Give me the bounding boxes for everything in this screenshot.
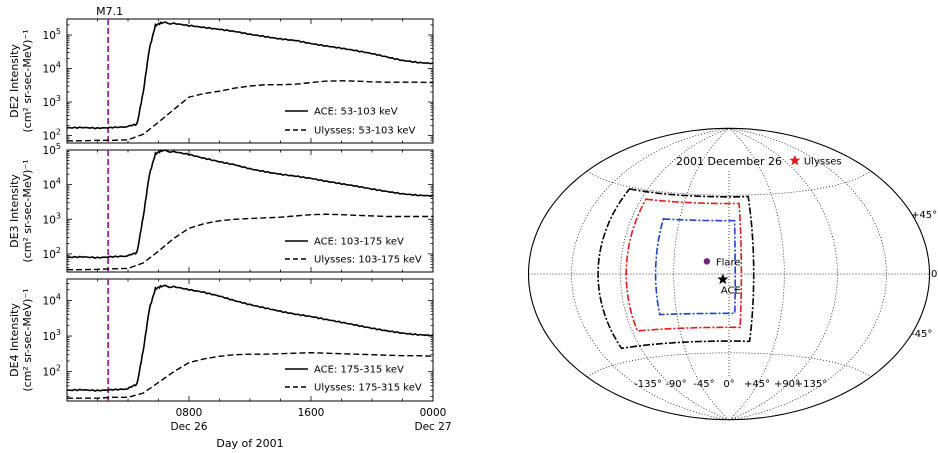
y-axis-label-line1: DE2 Intensity	[8, 44, 21, 118]
y-tick-label: 102	[43, 364, 61, 379]
legend-label: ACE: 53-103 keV	[314, 107, 398, 118]
y-tick-exp: 5	[56, 142, 61, 151]
y-tick-base: 10	[43, 64, 56, 76]
y-axis-label: DE4 Intensity(cm² sr-sec-MeV)⁻¹	[8, 288, 34, 391]
latitude-label: +45°	[911, 210, 937, 221]
parallel-gridline	[587, 352, 871, 378]
y-axis-label-line2: (cm² sr-sec-MeV)⁻¹	[21, 159, 34, 262]
meridian-gridline	[728, 127, 887, 421]
y-tick-exp: 4	[56, 61, 61, 70]
longitude-label: +45°	[744, 379, 770, 390]
y-axis-label-line1: DE3 Intensity	[8, 174, 21, 248]
map-title: 2001 December 26	[676, 155, 782, 168]
y-tick-base: 10	[43, 214, 56, 226]
series-line-ace	[66, 284, 434, 392]
y-axis-label: DE2 Intensity(cm² sr-sec-MeV)⁻¹	[8, 29, 34, 132]
y-tick-label: 102	[43, 128, 61, 143]
sky-map: 2001 December 26 Ulysses Flare ACE -135° -90°…	[527, 127, 937, 421]
y-tick-exp: 3	[56, 94, 61, 103]
y-tick-label: 103	[43, 211, 61, 226]
flare-event-label: M7.1	[96, 5, 123, 18]
axes-frame	[66, 18, 434, 144]
y-tick-exp: 3	[56, 328, 61, 337]
x-axis-label: Day of 2001	[216, 437, 283, 450]
y-tick-base: 10	[43, 331, 56, 343]
x-tick-label: 0000	[420, 407, 447, 419]
y-axis-label-line1: DE4 Intensity	[8, 303, 21, 377]
y-tick-label: 103	[43, 94, 61, 109]
series-line-ulysses	[67, 351, 434, 399]
y-tick-base: 10	[43, 145, 56, 157]
longitude-label: +135°	[795, 379, 827, 390]
marker-ace	[717, 273, 729, 285]
parallel-gridline	[587, 170, 871, 196]
field-of-view-box	[654, 218, 736, 316]
longitude-label: -135°	[634, 379, 662, 390]
y-tick-label: 102	[43, 246, 61, 261]
field-of-view-box	[625, 198, 743, 332]
y-tick-base: 10	[43, 131, 56, 143]
x-tick-label: 1600	[298, 407, 325, 419]
series-line-ace	[66, 149, 434, 259]
y-axis-label-line2: (cm² sr-sec-MeV)⁻¹	[21, 288, 34, 391]
y-tick-base: 10	[43, 180, 56, 192]
map-boundary	[527, 127, 931, 421]
y-axis-label: DE3 Intensity(cm² sr-sec-MeV)⁻¹	[8, 159, 34, 262]
y-tick-exp: 2	[56, 364, 61, 373]
y-tick-base: 10	[43, 30, 56, 42]
meridian-gridline	[571, 127, 730, 421]
legend-label: Ulysses: 175-315 keV	[314, 383, 422, 394]
longitude-label: -90°	[665, 379, 686, 390]
y-tick-base: 10	[43, 367, 56, 379]
y-tick-base: 10	[43, 295, 56, 307]
longitude-label: +90°	[774, 379, 800, 390]
legend-label: ACE: 103-175 keV	[314, 237, 404, 248]
legend-label: Ulysses: 53-103 keV	[314, 126, 416, 137]
legend-label: ACE: 175-315 keV	[314, 365, 404, 376]
meridian-gridline	[620, 127, 730, 421]
y-tick-exp: 5	[56, 27, 61, 36]
y-tick-exp: 4	[56, 177, 61, 186]
legend-label: Ulysses: 103-175 keV	[314, 255, 422, 266]
latitude-label: -45°	[911, 329, 932, 340]
y-tick-base: 10	[43, 97, 56, 109]
point-label-ulysses: Ulysses	[804, 157, 842, 168]
x-tick-label-date: Dec 27	[414, 421, 451, 433]
longitude-label: -45°	[693, 379, 714, 390]
y-tick-exp: 3	[56, 211, 61, 220]
longitude-label: 0°	[723, 379, 734, 390]
y-tick-label: 104	[43, 292, 61, 307]
y-tick-label: 105	[43, 27, 61, 42]
series-line-ace	[66, 21, 434, 130]
series-line-ulysses	[67, 80, 434, 142]
y-tick-base: 10	[43, 249, 56, 261]
y-tick-label: 104	[43, 177, 61, 192]
y-axis-label-line2: (cm² sr-sec-MeV)⁻¹	[21, 29, 34, 132]
marker-flare	[703, 258, 711, 265]
x-tick-label-date: Dec 26	[170, 421, 207, 433]
point-label-flare: Flare	[716, 257, 741, 268]
field-of-view-box	[597, 188, 755, 350]
y-tick-exp: 2	[56, 246, 61, 255]
latitude-label: 0	[931, 269, 937, 280]
y-tick-label: 105	[43, 142, 61, 157]
marker-ulysses	[789, 154, 801, 166]
y-tick-exp: 2	[56, 128, 61, 137]
point-label-ace: ACE	[721, 285, 741, 296]
series-line-ulysses	[67, 213, 433, 271]
y-tick-label: 103	[43, 328, 61, 343]
y-tick-exp: 4	[56, 292, 61, 301]
meridian-gridline	[728, 127, 838, 421]
x-tick-label: 0800	[176, 407, 203, 419]
y-tick-label: 104	[43, 61, 61, 76]
